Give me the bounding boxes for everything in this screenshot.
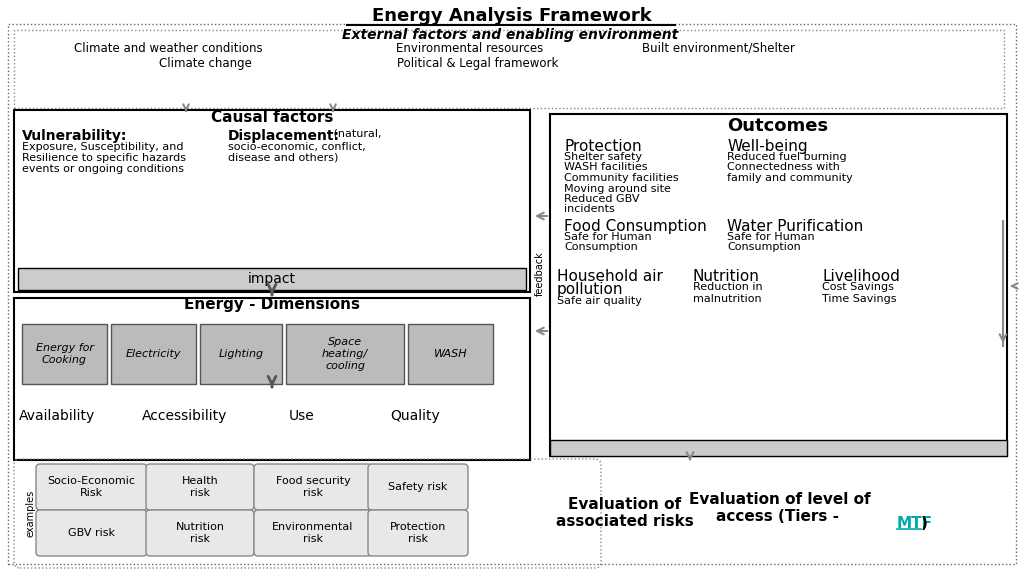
Text: Energy for
Cooking: Energy for Cooking: [36, 343, 93, 365]
Text: Moving around site: Moving around site: [564, 184, 671, 194]
Text: malnutrition: malnutrition: [693, 294, 762, 304]
Bar: [286, 324, 404, 384]
Text: Safety risk: Safety risk: [388, 482, 447, 492]
Text: Community facilities: Community facilities: [564, 173, 679, 183]
Text: Use: Use: [289, 409, 314, 423]
Text: Shelter safety: Shelter safety: [564, 152, 642, 162]
Text: Food Consumption: Food Consumption: [564, 219, 707, 234]
Text: Evaluation of
associated risks: Evaluation of associated risks: [556, 497, 694, 529]
Text: Environmental resources: Environmental resources: [396, 41, 544, 55]
Text: Nutrition: Nutrition: [693, 269, 760, 284]
Text: Lighting: Lighting: [218, 349, 263, 359]
Text: Built environment/Shelter: Built environment/Shelter: [642, 41, 795, 55]
Text: events or ongoing conditions: events or ongoing conditions: [22, 164, 184, 174]
Text: Climate change: Climate change: [159, 56, 252, 70]
Text: Cost Savings: Cost Savings: [822, 282, 894, 292]
Text: Safe for Human: Safe for Human: [564, 232, 651, 242]
Bar: [550, 440, 1007, 456]
Bar: [550, 114, 1007, 456]
Text: External factors and enabling environment: External factors and enabling environmen…: [342, 28, 678, 42]
Text: Livelihood: Livelihood: [822, 269, 900, 284]
FancyBboxPatch shape: [368, 464, 468, 510]
Text: Consumption: Consumption: [564, 242, 638, 252]
Text: MTF: MTF: [897, 517, 933, 532]
Text: Accessibility: Accessibility: [142, 409, 227, 423]
Text: (natural,: (natural,: [330, 129, 382, 139]
Text: Reduction in: Reduction in: [693, 282, 763, 292]
Text: Time Savings: Time Savings: [822, 294, 896, 304]
Text: family and community: family and community: [727, 173, 853, 183]
Text: Climate and weather conditions: Climate and weather conditions: [74, 41, 262, 55]
Text: Household air: Household air: [557, 269, 663, 284]
FancyBboxPatch shape: [254, 510, 372, 556]
Text: Reduced GBV: Reduced GBV: [564, 194, 640, 204]
Text: Outcomes: Outcomes: [727, 117, 828, 135]
Bar: [18, 268, 526, 290]
Text: disease and others): disease and others): [228, 153, 338, 163]
Text: Protection: Protection: [564, 139, 642, 154]
Text: GBV risk: GBV risk: [68, 528, 115, 538]
Bar: [111, 324, 196, 384]
Text: Resilience to specific hazards: Resilience to specific hazards: [22, 153, 186, 163]
Text: incidents: incidents: [564, 204, 614, 214]
Text: Connectedness with: Connectedness with: [727, 162, 840, 172]
Text: Safe for Human: Safe for Human: [727, 232, 815, 242]
Text: Well-being: Well-being: [727, 139, 808, 154]
Text: socio-economic, conflict,: socio-economic, conflict,: [228, 142, 366, 152]
Text: Safe air quality: Safe air quality: [557, 296, 642, 306]
Bar: [22, 324, 106, 384]
Bar: [14, 30, 1004, 108]
Text: Causal factors: Causal factors: [211, 109, 333, 124]
Text: Environmental
risk: Environmental risk: [272, 522, 353, 544]
Text: Water Purification: Water Purification: [727, 219, 863, 234]
Text: pollution: pollution: [557, 282, 624, 297]
FancyBboxPatch shape: [146, 510, 254, 556]
Bar: [408, 324, 493, 384]
Bar: [14, 110, 530, 292]
Text: impact: impact: [248, 272, 296, 286]
Text: examples: examples: [25, 490, 35, 537]
Bar: [200, 324, 282, 384]
Text: Displacement:: Displacement:: [228, 129, 340, 143]
Text: Socio-Economic
Risk: Socio-Economic Risk: [47, 476, 135, 498]
Text: feedback: feedback: [535, 252, 545, 297]
FancyBboxPatch shape: [146, 464, 254, 510]
Text: Food security
risk: Food security risk: [275, 476, 350, 498]
Text: WASH: WASH: [434, 349, 467, 359]
Text: Energy - Dimensions: Energy - Dimensions: [184, 297, 360, 312]
Text: Vulnerability:: Vulnerability:: [22, 129, 127, 143]
Text: Political & Legal framework: Political & Legal framework: [397, 56, 559, 70]
FancyBboxPatch shape: [368, 510, 468, 556]
FancyBboxPatch shape: [254, 464, 372, 510]
Text: ): ): [921, 517, 928, 532]
Bar: [14, 298, 530, 460]
Text: Energy Analysis Framework: Energy Analysis Framework: [372, 7, 652, 25]
FancyBboxPatch shape: [36, 464, 147, 510]
Text: Health
risk: Health risk: [181, 476, 218, 498]
Text: Nutrition
risk: Nutrition risk: [175, 522, 224, 544]
Text: Reduced fuel burning: Reduced fuel burning: [727, 152, 847, 162]
Text: Availability: Availability: [18, 409, 95, 423]
Text: Evaluation of level of
access (Tiers -: Evaluation of level of access (Tiers -: [689, 492, 870, 524]
Text: Electricity: Electricity: [126, 349, 181, 359]
Text: Protection
risk: Protection risk: [390, 522, 446, 544]
Text: Space
heating/
cooling: Space heating/ cooling: [322, 338, 368, 370]
Text: Quality: Quality: [390, 409, 440, 423]
Text: Exposure, Susceptibility, and: Exposure, Susceptibility, and: [22, 142, 183, 152]
Text: Consumption: Consumption: [727, 242, 801, 252]
FancyBboxPatch shape: [36, 510, 147, 556]
Text: WASH facilities: WASH facilities: [564, 162, 647, 172]
